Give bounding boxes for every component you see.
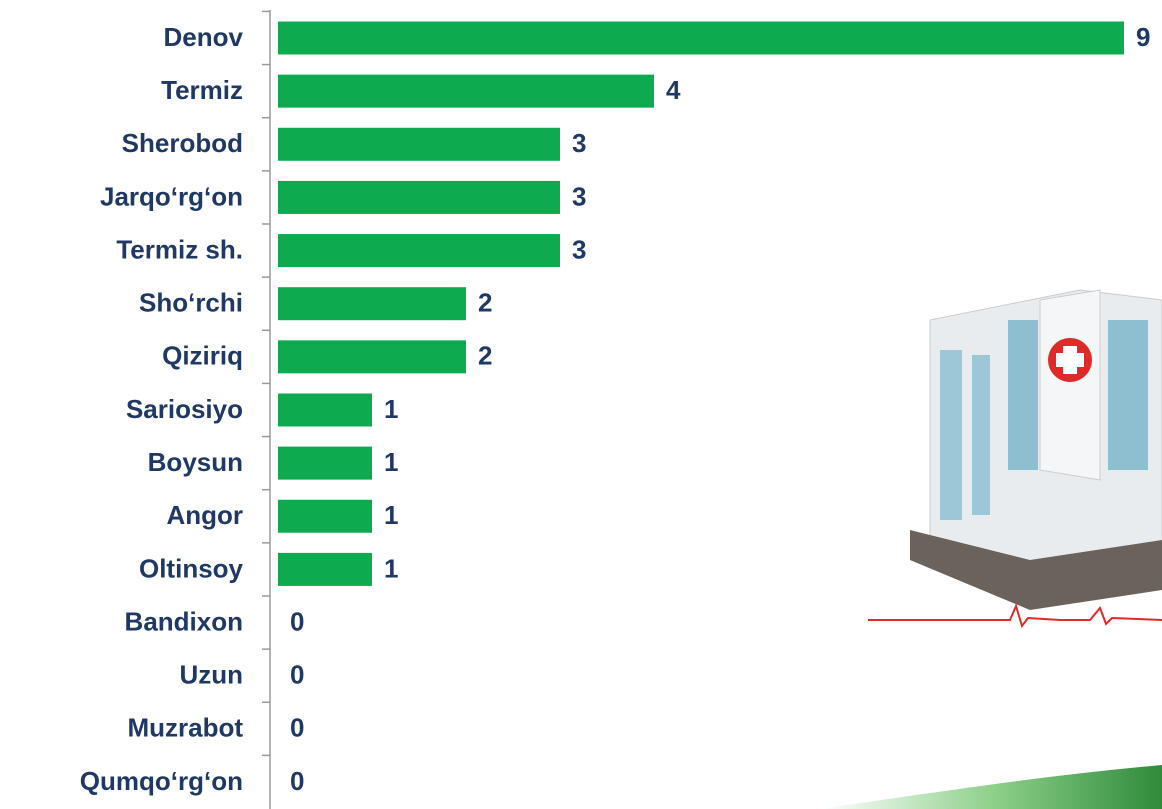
data-label: 1: [384, 394, 398, 424]
bar: [278, 127, 560, 161]
category-label: Sherobod: [122, 128, 243, 158]
category-label: Angor: [166, 500, 243, 530]
category-label: Bandixon: [125, 606, 243, 636]
data-label: 9: [1136, 22, 1150, 52]
category-label: Sho‘rchi: [139, 288, 243, 318]
data-label: 3: [572, 128, 586, 158]
bar: [278, 393, 372, 427]
bar: [278, 180, 560, 214]
data-label: 4: [666, 75, 681, 105]
bar: [278, 21, 1124, 55]
bar: [278, 74, 654, 108]
hospital-illustration: [868, 289, 1162, 629]
bar: [278, 340, 466, 374]
data-label: 1: [384, 553, 398, 583]
category-label: Qumqo‘rg‘on: [80, 766, 243, 796]
data-label: 0: [290, 766, 304, 796]
bar: [278, 234, 560, 268]
data-label: 0: [290, 606, 304, 636]
data-label: 1: [384, 500, 398, 530]
bar: [278, 499, 372, 533]
data-label: 0: [290, 660, 304, 690]
category-label: Muzrabot: [127, 713, 243, 743]
bar: [278, 446, 372, 480]
category-label: Boysun: [148, 447, 243, 477]
category-label: Qiziriq: [162, 341, 243, 371]
category-label: Termiz sh.: [116, 234, 243, 264]
category-label: Jarqo‘rg‘on: [100, 181, 243, 211]
category-label: Sariosiyo: [126, 394, 243, 424]
data-label: 0: [290, 713, 304, 743]
data-label: 2: [478, 288, 492, 318]
category-label: Oltinsoy: [139, 553, 244, 583]
decorative-swoosh: [820, 765, 1162, 809]
data-label: 1: [384, 447, 398, 477]
category-label: Uzun: [179, 660, 243, 690]
bar: [278, 552, 372, 586]
data-label: 3: [572, 234, 586, 264]
category-label: Denov: [164, 22, 244, 52]
category-label: Termiz: [161, 75, 243, 105]
data-label: 2: [478, 341, 492, 371]
data-label: 3: [572, 181, 586, 211]
bar: [278, 287, 466, 321]
